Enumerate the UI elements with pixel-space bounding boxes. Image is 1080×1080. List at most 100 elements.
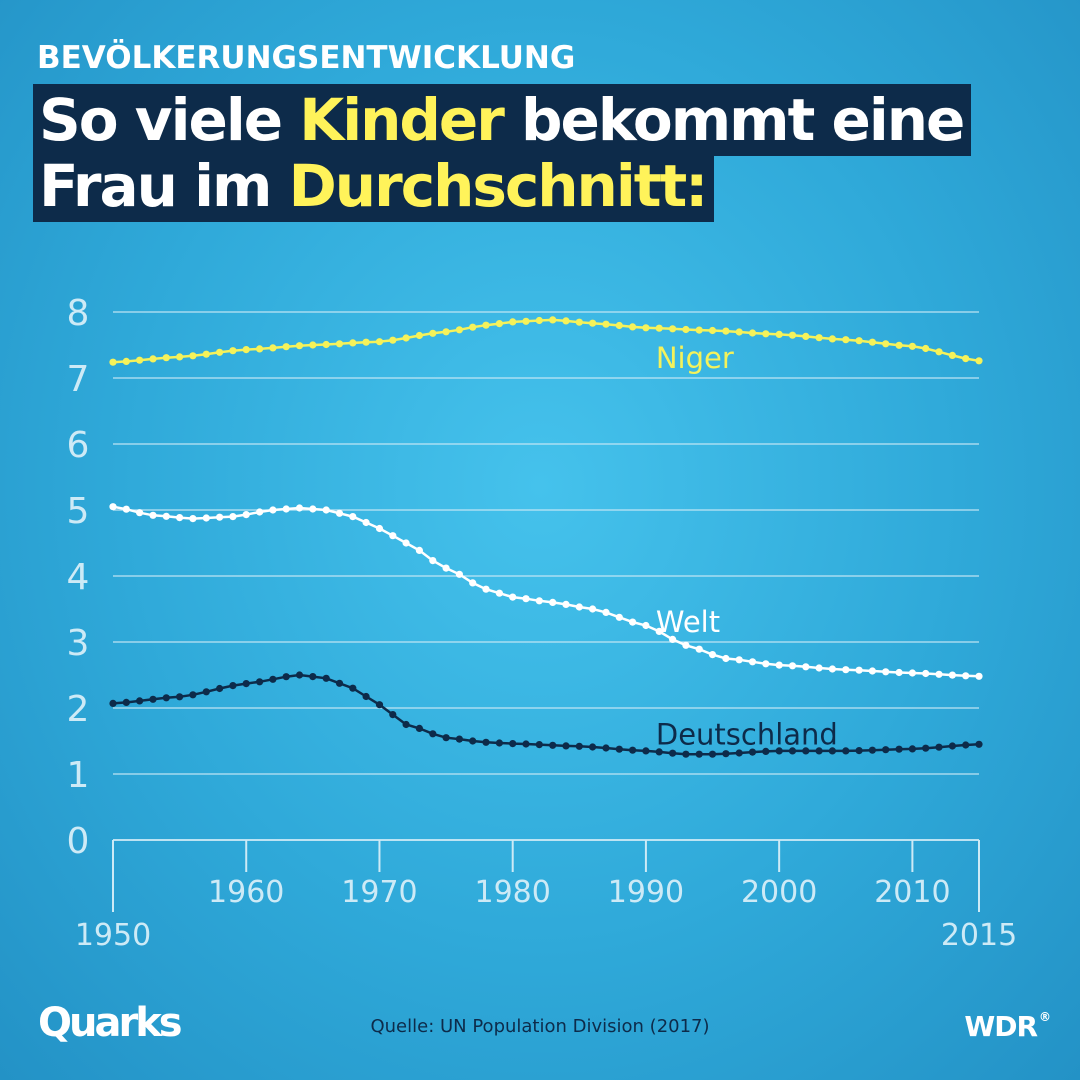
- y-tick-label: 7: [67, 359, 90, 400]
- x-tick-label: 2015: [941, 918, 1017, 953]
- data-point-deutschland: [495, 739, 503, 747]
- data-point-deutschland: [589, 743, 597, 751]
- data-point-welt: [935, 670, 943, 678]
- series-label-welt: Welt: [656, 605, 720, 639]
- data-point-niger: [589, 319, 597, 327]
- headline-line-1: So viele Kinder bekommt eine: [33, 84, 972, 156]
- data-point-niger: [349, 339, 357, 347]
- data-point-niger: [775, 330, 783, 338]
- data-point-deutschland: [509, 740, 517, 748]
- data-point-welt: [109, 503, 117, 511]
- headline-highlight: Kinder: [299, 86, 505, 154]
- data-point-welt: [828, 665, 837, 673]
- data-point-deutschland: [335, 679, 344, 687]
- data-point-deutschland: [708, 750, 717, 758]
- data-point-niger: [469, 323, 477, 331]
- data-point-niger: [788, 331, 797, 339]
- data-point-welt: [189, 515, 197, 523]
- data-point-niger: [629, 323, 637, 331]
- data-point-deutschland: [482, 738, 490, 746]
- data-point-deutschland: [735, 749, 743, 757]
- data-point-deutschland: [402, 720, 410, 729]
- data-point-deutschland: [549, 741, 557, 749]
- data-point-deutschland: [429, 730, 437, 738]
- data-point-welt: [375, 524, 384, 533]
- data-point-welt: [589, 605, 597, 613]
- data-point-welt: [962, 672, 970, 680]
- data-point-deutschland: [908, 745, 917, 753]
- data-point-welt: [575, 603, 583, 611]
- data-point-welt: [535, 597, 543, 605]
- data-point-welt: [775, 661, 783, 669]
- data-point-deutschland: [455, 735, 463, 743]
- data-point-deutschland: [935, 743, 943, 751]
- data-point-deutschland: [282, 673, 290, 681]
- y-tick-label: 6: [67, 425, 90, 466]
- series-line-welt: [112, 505, 980, 678]
- headline-text: Frau im: [39, 152, 289, 220]
- data-point-niger: [162, 354, 170, 362]
- data-point-deutschland: [109, 699, 117, 708]
- data-point-deutschland: [162, 694, 170, 702]
- data-point-deutschland: [149, 695, 157, 703]
- data-point-welt: [895, 668, 903, 677]
- data-point-niger: [868, 338, 877, 346]
- data-point-niger: [482, 321, 490, 329]
- data-point-deutschland: [229, 682, 237, 690]
- data-point-welt: [642, 621, 650, 630]
- headline-highlight: Durchschnitt:: [288, 152, 709, 220]
- data-point-deutschland: [962, 741, 970, 749]
- data-point-niger: [615, 321, 623, 330]
- data-point-welt: [908, 669, 917, 677]
- data-point-deutschland: [216, 684, 224, 693]
- data-point-niger: [455, 326, 463, 334]
- data-point-welt: [948, 671, 957, 679]
- data-point-welt: [788, 662, 797, 670]
- data-point-deutschland: [575, 742, 583, 750]
- data-point-welt: [748, 658, 757, 666]
- data-point-deutschland: [828, 747, 837, 755]
- data-point-deutschland: [389, 711, 397, 719]
- data-point-welt: [495, 589, 503, 597]
- data-point-niger: [109, 358, 117, 366]
- data-point-niger: [495, 320, 503, 328]
- data-point-niger: [642, 324, 650, 332]
- data-point-niger: [895, 341, 903, 349]
- data-point-deutschland: [895, 745, 903, 753]
- data-point-welt: [708, 651, 717, 659]
- data-point-niger: [669, 325, 677, 333]
- data-point-niger: [295, 342, 304, 350]
- data-point-deutschland: [202, 688, 210, 696]
- data-point-niger: [429, 329, 437, 337]
- data-point-welt: [295, 504, 304, 512]
- data-point-niger: [682, 325, 690, 334]
- y-tick-label: 1: [67, 755, 90, 796]
- data-point-welt: [975, 672, 983, 680]
- data-point-niger: [136, 356, 144, 364]
- data-point-niger: [962, 355, 970, 363]
- data-point-welt: [549, 598, 557, 607]
- data-point-deutschland: [722, 750, 730, 758]
- data-point-niger: [216, 348, 224, 356]
- data-point-welt: [562, 600, 570, 609]
- data-point-niger: [802, 332, 810, 340]
- data-point-welt: [389, 532, 397, 540]
- headline-text: So viele: [39, 86, 300, 154]
- data-point-niger: [748, 329, 757, 337]
- data-point-niger: [375, 338, 384, 346]
- data-point-deutschland: [442, 734, 450, 742]
- y-tick-label: 8: [67, 293, 90, 334]
- data-point-deutschland: [522, 740, 530, 748]
- data-point-deutschland: [322, 674, 330, 682]
- x-tick-label: 1980: [475, 875, 551, 910]
- data-point-deutschland: [535, 741, 543, 749]
- line-chart: 0 1 2 3 4 5 6 7 8 1960 1970 1980 1990 2000 2010 1950 201…: [67, 293, 1018, 953]
- data-point-deutschland: [948, 742, 957, 750]
- data-point-welt: [868, 667, 877, 675]
- wdr-logo-text: WDR: [964, 1010, 1038, 1043]
- data-point-welt: [282, 505, 290, 513]
- data-point-niger: [176, 353, 184, 361]
- data-point-deutschland: [682, 750, 690, 758]
- data-point-welt: [922, 669, 930, 678]
- data-point-welt: [482, 585, 490, 593]
